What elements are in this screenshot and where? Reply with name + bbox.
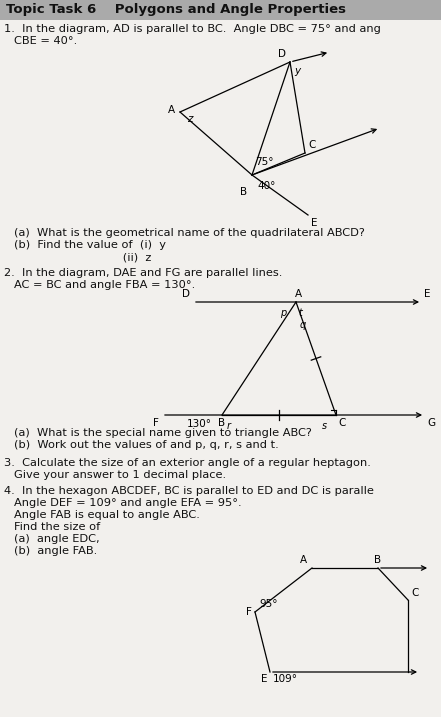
Text: 130°: 130° [187,419,212,429]
Text: E: E [261,674,267,684]
Text: A: A [300,555,307,565]
Text: C: C [411,588,419,598]
Text: r: r [227,421,231,431]
Text: A: A [168,105,175,115]
Text: 95°: 95° [259,599,277,609]
Text: p: p [280,308,286,318]
Text: D: D [182,289,190,299]
Text: B: B [374,555,381,565]
Text: (ii)  z: (ii) z [14,252,151,262]
Text: z: z [187,114,193,124]
Text: (a)  angle EDC,: (a) angle EDC, [14,534,100,544]
Text: Angle FAB is equal to angle ABC.: Angle FAB is equal to angle ABC. [14,510,200,520]
Text: 4.  In the hexagon ABCDEF, BC is parallel to ED and DC is paralle: 4. In the hexagon ABCDEF, BC is parallel… [4,486,374,496]
Text: 2.  In the diagram, DAE and FG are parallel lines.: 2. In the diagram, DAE and FG are parall… [4,268,282,278]
Text: (b)  angle FAB.: (b) angle FAB. [14,546,97,556]
Text: G: G [427,418,435,428]
FancyBboxPatch shape [0,0,441,20]
Text: 1.  In the diagram, AD is parallel to BC.  Angle DBC = 75° and ang: 1. In the diagram, AD is parallel to BC.… [4,24,381,34]
Text: F: F [246,607,252,617]
Text: (a)  What is the geometrical name of the quadrilateral ABCD?: (a) What is the geometrical name of the … [14,228,365,238]
Text: F: F [153,418,159,428]
Text: 40°: 40° [257,181,275,191]
Text: (b)  Find the value of  (i)  y: (b) Find the value of (i) y [14,240,166,250]
Text: E: E [311,218,318,228]
Text: (a)  What is the special name given to triangle ABC?: (a) What is the special name given to tr… [14,428,312,438]
Text: Give your answer to 1 decimal place.: Give your answer to 1 decimal place. [14,470,226,480]
Text: B: B [218,418,225,428]
Text: y: y [294,66,300,76]
Text: 3.  Calculate the size of an exterior angle of a regular heptagon.: 3. Calculate the size of an exterior ang… [4,458,371,468]
Text: 75°: 75° [255,157,273,167]
Text: B: B [240,187,247,197]
Text: t: t [298,308,302,318]
Text: 109°: 109° [273,674,298,684]
Text: C: C [308,140,315,150]
Text: Find the size of: Find the size of [14,522,100,532]
Text: Topic Task 6    Polygons and Angle Properties: Topic Task 6 Polygons and Angle Properti… [6,4,346,16]
Text: s: s [322,421,327,431]
Text: AC = BC and angle FBA = 130°.: AC = BC and angle FBA = 130°. [14,280,195,290]
Text: E: E [424,289,430,299]
Text: C: C [338,418,345,428]
Text: A: A [295,289,302,299]
Text: (b)  Work out the values of and p, q, r, s and t.: (b) Work out the values of and p, q, r, … [14,440,279,450]
Text: q: q [300,320,306,330]
Text: Angle DEF = 109° and angle EFA = 95°.: Angle DEF = 109° and angle EFA = 95°. [14,498,242,508]
Text: D: D [278,49,286,59]
Text: CBE = 40°.: CBE = 40°. [14,36,77,46]
